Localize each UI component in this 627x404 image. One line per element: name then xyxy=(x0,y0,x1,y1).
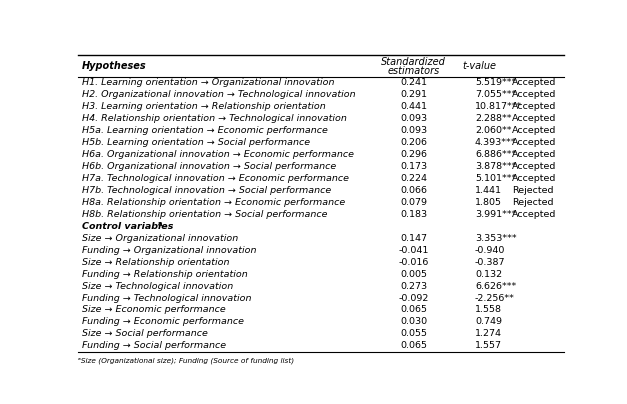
Text: -2.256**: -2.256** xyxy=(475,294,515,303)
Text: 1.805: 1.805 xyxy=(475,198,502,207)
Text: 0.079: 0.079 xyxy=(400,198,427,207)
Text: 0.065: 0.065 xyxy=(400,341,427,350)
Text: Accepted: Accepted xyxy=(512,138,556,147)
Text: 4.393***: 4.393*** xyxy=(475,138,517,147)
Text: Size → Social performance: Size → Social performance xyxy=(82,329,208,339)
Text: 0.147: 0.147 xyxy=(400,234,427,243)
Text: 0.291: 0.291 xyxy=(400,90,427,99)
Text: 1.558: 1.558 xyxy=(475,305,502,314)
Text: 2.288**: 2.288** xyxy=(475,114,512,123)
Text: H7a. Technological innovation → Economic performance: H7a. Technological innovation → Economic… xyxy=(82,174,349,183)
Text: 0.066: 0.066 xyxy=(400,186,427,195)
Text: 0.749: 0.749 xyxy=(475,318,502,326)
Text: 0.065: 0.065 xyxy=(400,305,427,314)
Text: 0.183: 0.183 xyxy=(400,210,427,219)
Text: Accepted: Accepted xyxy=(512,78,556,87)
Text: -0.092: -0.092 xyxy=(399,294,429,303)
Text: Hypotheses: Hypotheses xyxy=(82,61,147,71)
Text: H8a. Relationship orientation → Economic performance: H8a. Relationship orientation → Economic… xyxy=(82,198,345,207)
Text: H6b. Organizational innovation → Social performance: H6b. Organizational innovation → Social … xyxy=(82,162,337,171)
Text: Size → Organizational innovation: Size → Organizational innovation xyxy=(82,234,238,243)
Text: 0.273: 0.273 xyxy=(400,282,427,290)
Text: 0.441: 0.441 xyxy=(400,102,427,112)
Text: Funding → Organizational innovation: Funding → Organizational innovation xyxy=(82,246,257,255)
Text: Funding → Social performance: Funding → Social performance xyxy=(82,341,226,350)
Text: 1.441: 1.441 xyxy=(475,186,502,195)
Text: 0.241: 0.241 xyxy=(400,78,427,87)
Text: Standardized: Standardized xyxy=(381,57,446,67)
Text: Size → Technological innovation: Size → Technological innovation xyxy=(82,282,233,290)
Text: 3.353***: 3.353*** xyxy=(475,234,517,243)
Text: 1.557: 1.557 xyxy=(475,341,502,350)
Text: 0.173: 0.173 xyxy=(400,162,427,171)
Text: Funding → Relationship orientation: Funding → Relationship orientation xyxy=(82,269,248,279)
Text: -0.387: -0.387 xyxy=(475,258,505,267)
Text: 3.878***: 3.878*** xyxy=(475,162,516,171)
Text: 6.886***: 6.886*** xyxy=(475,150,516,159)
Text: ᵃSize (Organizational size); Funding (Source of funding list): ᵃSize (Organizational size); Funding (So… xyxy=(78,357,295,364)
Text: Accepted: Accepted xyxy=(512,174,556,183)
Text: Control variables: Control variables xyxy=(82,222,174,231)
Text: Accepted: Accepted xyxy=(512,126,556,135)
Text: Size → Economic performance: Size → Economic performance xyxy=(82,305,226,314)
Text: 0.093: 0.093 xyxy=(400,126,427,135)
Text: -0.940: -0.940 xyxy=(475,246,505,255)
Text: Rejected: Rejected xyxy=(512,186,553,195)
Text: H3. Learning orientation → Relationship orientation: H3. Learning orientation → Relationship … xyxy=(82,102,326,112)
Text: Accepted: Accepted xyxy=(512,210,556,219)
Text: H4. Relationship orientation → Technological innovation: H4. Relationship orientation → Technolog… xyxy=(82,114,347,123)
Text: Funding → Economic performance: Funding → Economic performance xyxy=(82,318,245,326)
Text: H6a. Organizational innovation → Economic performance: H6a. Organizational innovation → Economi… xyxy=(82,150,354,159)
Text: 0.030: 0.030 xyxy=(400,318,427,326)
Text: -0.016: -0.016 xyxy=(399,258,429,267)
Text: H8b. Relationship orientation → Social performance: H8b. Relationship orientation → Social p… xyxy=(82,210,328,219)
Text: a: a xyxy=(157,221,162,227)
Text: Funding → Technological innovation: Funding → Technological innovation xyxy=(82,294,252,303)
Text: t-value: t-value xyxy=(463,61,497,71)
Text: 0.224: 0.224 xyxy=(400,174,427,183)
Text: 0.055: 0.055 xyxy=(400,329,427,339)
Text: 0.005: 0.005 xyxy=(400,269,427,279)
Text: 0.093: 0.093 xyxy=(400,114,427,123)
Text: H1. Learning orientation → Organizational innovation: H1. Learning orientation → Organizationa… xyxy=(82,78,335,87)
Text: Accepted: Accepted xyxy=(512,90,556,99)
Text: H5a. Learning orientation → Economic performance: H5a. Learning orientation → Economic per… xyxy=(82,126,328,135)
Text: H7b. Technological innovation → Social performance: H7b. Technological innovation → Social p… xyxy=(82,186,332,195)
Text: 0.132: 0.132 xyxy=(475,269,502,279)
Text: 0.296: 0.296 xyxy=(400,150,427,159)
Text: Accepted: Accepted xyxy=(512,150,556,159)
Text: 0.206: 0.206 xyxy=(400,138,427,147)
Text: Accepted: Accepted xyxy=(512,102,556,112)
Text: 10.817***: 10.817*** xyxy=(475,102,522,112)
Text: Accepted: Accepted xyxy=(512,162,556,171)
Text: 5.101***: 5.101*** xyxy=(475,174,516,183)
Text: H5b. Learning orientation → Social performance: H5b. Learning orientation → Social perfo… xyxy=(82,138,310,147)
Text: Accepted: Accepted xyxy=(512,114,556,123)
Text: 1.274: 1.274 xyxy=(475,329,502,339)
Text: 5.519***: 5.519*** xyxy=(475,78,516,87)
Text: 3.991***: 3.991*** xyxy=(475,210,516,219)
Text: -0.041: -0.041 xyxy=(399,246,429,255)
Text: Size → Relationship orientation: Size → Relationship orientation xyxy=(82,258,229,267)
Text: 6.626***: 6.626*** xyxy=(475,282,516,290)
Text: Rejected: Rejected xyxy=(512,198,553,207)
Text: 2.060**: 2.060** xyxy=(475,126,512,135)
Text: H2. Organizational innovation → Technological innovation: H2. Organizational innovation → Technolo… xyxy=(82,90,356,99)
Text: 7.055***: 7.055*** xyxy=(475,90,516,99)
Text: estimators: estimators xyxy=(387,65,440,76)
